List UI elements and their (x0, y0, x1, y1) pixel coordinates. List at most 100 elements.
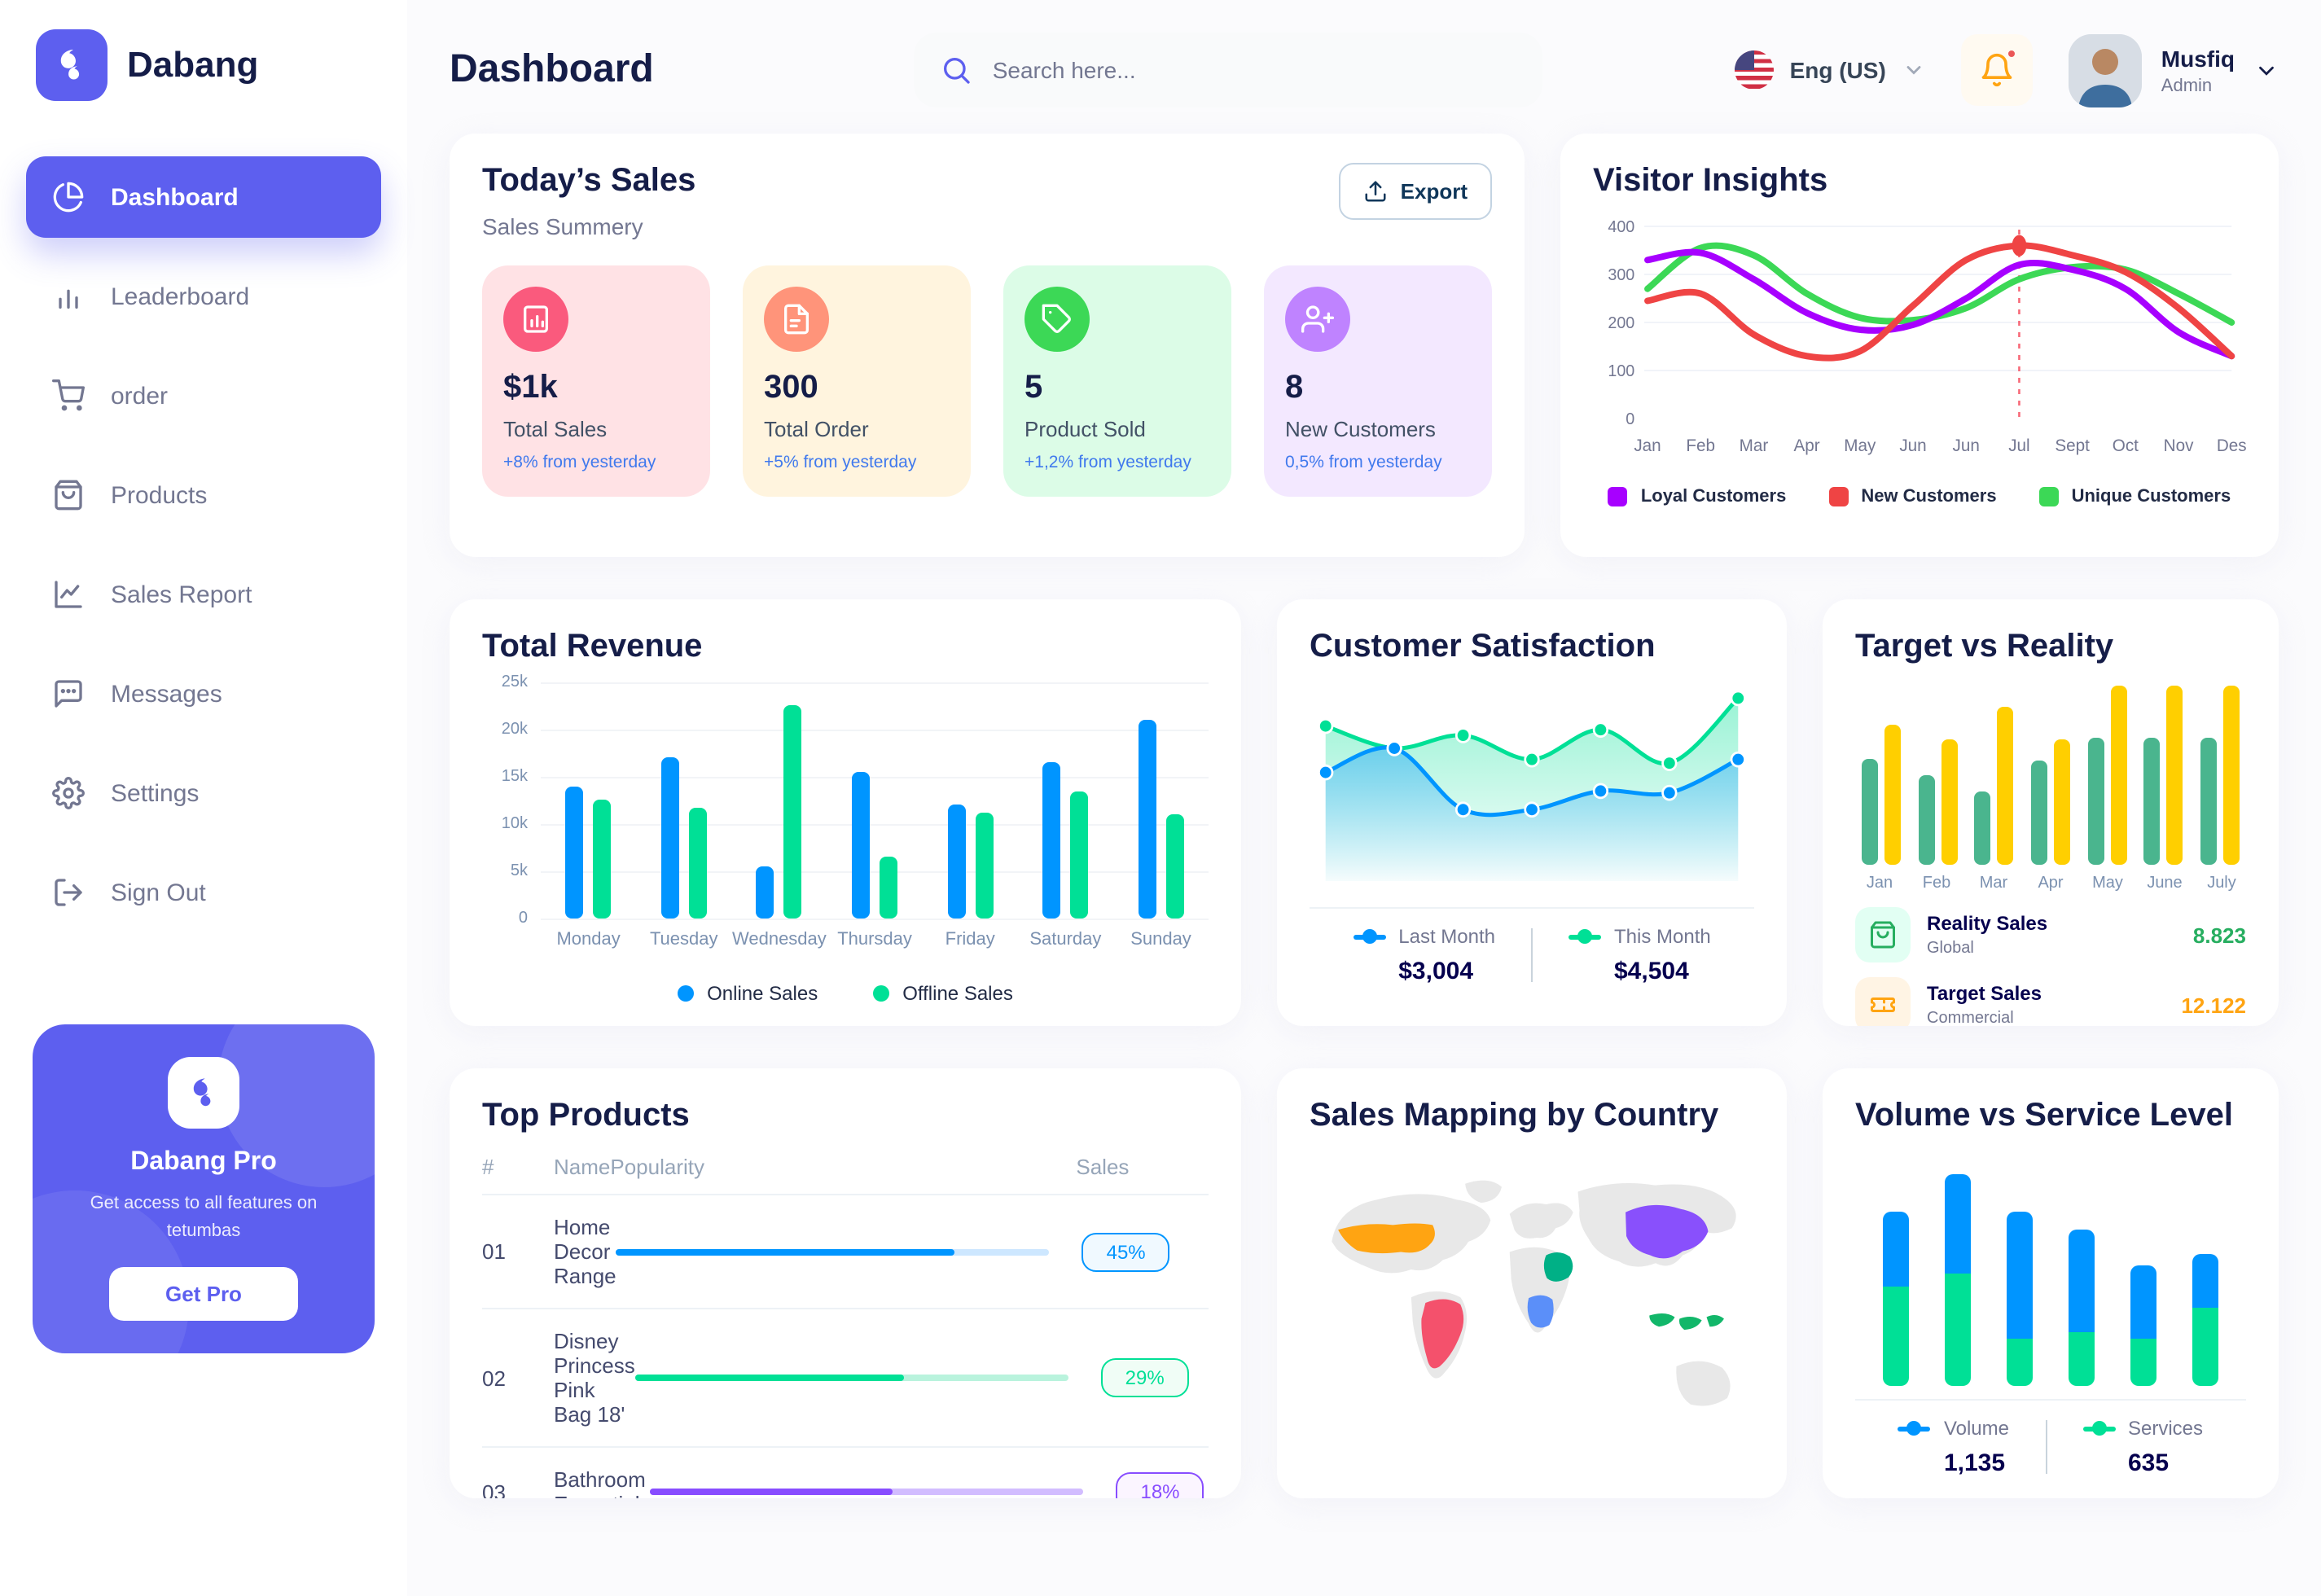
target-vs-reality-legend: Reality Sales Global 8.823 Target Sales Comm… (1855, 907, 2246, 1026)
bar-group (2030, 739, 2070, 865)
notifications-button[interactable] (1960, 34, 2033, 106)
bar (2200, 738, 2217, 865)
bar-group (1018, 682, 1113, 919)
stat-card: 5 Product Sold +1,2% from yesterday (1003, 265, 1231, 497)
bar (783, 705, 802, 919)
gridline (541, 777, 1209, 778)
svg-text:Sept: Sept (2055, 436, 2090, 455)
user-menu[interactable]: Musfiq Admin (2068, 33, 2279, 107)
sidebar-item-label: Settings (111, 779, 200, 807)
svg-text:200: 200 (1608, 314, 1634, 332)
sidebar-item-dashboard[interactable]: Dashboard (26, 156, 381, 238)
sidebar-item-leaderboard[interactable]: Leaderboard (26, 256, 381, 337)
country-indonesia (1649, 1313, 1724, 1331)
export-button[interactable]: Export (1338, 163, 1492, 220)
message-icon (55, 680, 82, 708)
sidebar-item-settings[interactable]: Settings (26, 752, 381, 834)
brand-logo-icon (36, 29, 107, 101)
sales-mapping-title: Sales Mapping by Country (1310, 1098, 1719, 1133)
get-pro-button[interactable]: Get Pro (109, 1267, 298, 1321)
content: Today’s Sales Sales Summery Export $1k To… (407, 130, 2321, 1531)
cart-icon (52, 379, 85, 411)
bar (688, 808, 707, 919)
x-axis-label: July (2207, 875, 2236, 892)
stat-label: Product Sold (1024, 417, 1146, 441)
bar (2087, 738, 2104, 865)
legend-divider (2045, 1420, 2047, 1474)
x-axis: Monday Tuesday Wednesday Thursday Friday Satu… (541, 930, 1209, 949)
legend-row: Reality Sales Global 8.823 (1855, 907, 2246, 962)
stat-value: 8 (1285, 370, 1304, 406)
ticket-icon (1871, 998, 1895, 1012)
language-selector[interactable]: Eng (US) (1734, 50, 1925, 90)
sidebar-item-label: Messages (111, 680, 222, 708)
gridline (541, 682, 1209, 684)
stat-change: +1,2% from yesterday (1024, 453, 1191, 472)
world-map (1332, 1180, 1736, 1406)
language-label: Eng (US) (1789, 57, 1886, 83)
sidebar-item-messages[interactable]: Messages (26, 653, 381, 734)
top-products-title: Top Products (482, 1098, 690, 1133)
pro-description: Get access to all features on tetumbas (90, 1194, 318, 1240)
table-row: 03 Bathroom Essentials 18% (482, 1448, 1209, 1498)
stacked-bar (2192, 1254, 2218, 1386)
volume-service-chart (1855, 1145, 2246, 1386)
x-axis-label: Mar (1979, 875, 2008, 892)
stacked-bar (2069, 1230, 2095, 1386)
sidebar-item-order[interactable]: order (26, 355, 381, 436)
y-axis-label: 15k (501, 768, 528, 786)
brand: Dabang (0, 29, 407, 101)
line-chart-icon (55, 581, 82, 608)
svg-text:Jun: Jun (1899, 436, 1926, 455)
sales-badge: 29% (1100, 1358, 1189, 1397)
x-axis-label: Wednesday (732, 930, 827, 949)
pro-logo-icon (168, 1057, 239, 1129)
divider (1855, 1399, 2246, 1401)
stat-cards: $1k Total Sales +8% from yesterday 300 Total… (482, 265, 1492, 497)
tag-icon (1024, 287, 1090, 352)
tag-icon (1042, 304, 1071, 333)
stat-card: $1k Total Sales +8% from yesterday (482, 265, 710, 497)
svg-text:Jun: Jun (1953, 436, 1980, 455)
bar (2110, 686, 2127, 865)
sidebar-item-sign-out[interactable]: Sign Out (26, 852, 381, 933)
chevron-down-icon (1906, 66, 1921, 75)
stat-label: New Customers (1285, 417, 1436, 441)
product-name: Home Decor Range (554, 1215, 616, 1288)
bar (1042, 762, 1061, 919)
legend-item: Loyal Customers (1608, 487, 1786, 506)
stacked-bar (1945, 1174, 1971, 1386)
product-rank: 03 (482, 1480, 506, 1498)
volume-service-title: Volume vs Service Level (1855, 1098, 2233, 1133)
header: Dashboard Eng (US) (407, 0, 2321, 130)
search-input[interactable] (989, 55, 1517, 85)
user-role: Admin (2161, 76, 2213, 95)
bell-icon (1981, 53, 2012, 87)
customer-satisfaction-card: Customer Satisfaction Last Month $3,004 Th… (1277, 599, 1787, 1026)
svg-text:100: 100 (1608, 362, 1634, 380)
notification-badge (2004, 47, 2018, 60)
customer-satisfaction-chart (1318, 690, 1746, 881)
chart-icon (503, 287, 568, 352)
stat-change: +5% from yesterday (764, 453, 917, 472)
bar-group (2143, 686, 2183, 865)
svg-text:Feb: Feb (1686, 436, 1715, 455)
stat-label: Total Sales (503, 417, 608, 441)
sidebar: Dabang Dashboard Leaderboard order Products… (0, 0, 407, 1596)
legend-item: Volume 1,135 (1863, 1417, 2045, 1477)
bar (852, 772, 871, 919)
bar-group (2200, 686, 2240, 865)
svg-text:May: May (1844, 436, 1876, 455)
legend-item: Online Sales (678, 982, 818, 1005)
search-icon (941, 54, 973, 86)
sidebar-item-sales-report[interactable]: Sales Report (26, 554, 381, 635)
sidebar-item-products[interactable]: Products (26, 454, 381, 536)
svg-text:Jul: Jul (2008, 436, 2029, 455)
svg-text:Apr: Apr (1794, 436, 1820, 455)
sidebar-item-label: Sales Report (111, 581, 252, 608)
bar-group (923, 682, 1018, 919)
target-vs-reality-chart (1855, 682, 2246, 865)
table-row: 02 Disney Princess Pink Bag 18' 29% (482, 1309, 1209, 1448)
volume-service-card: Volume vs Service Level Volume 1,135 Servi… (1823, 1068, 2279, 1498)
